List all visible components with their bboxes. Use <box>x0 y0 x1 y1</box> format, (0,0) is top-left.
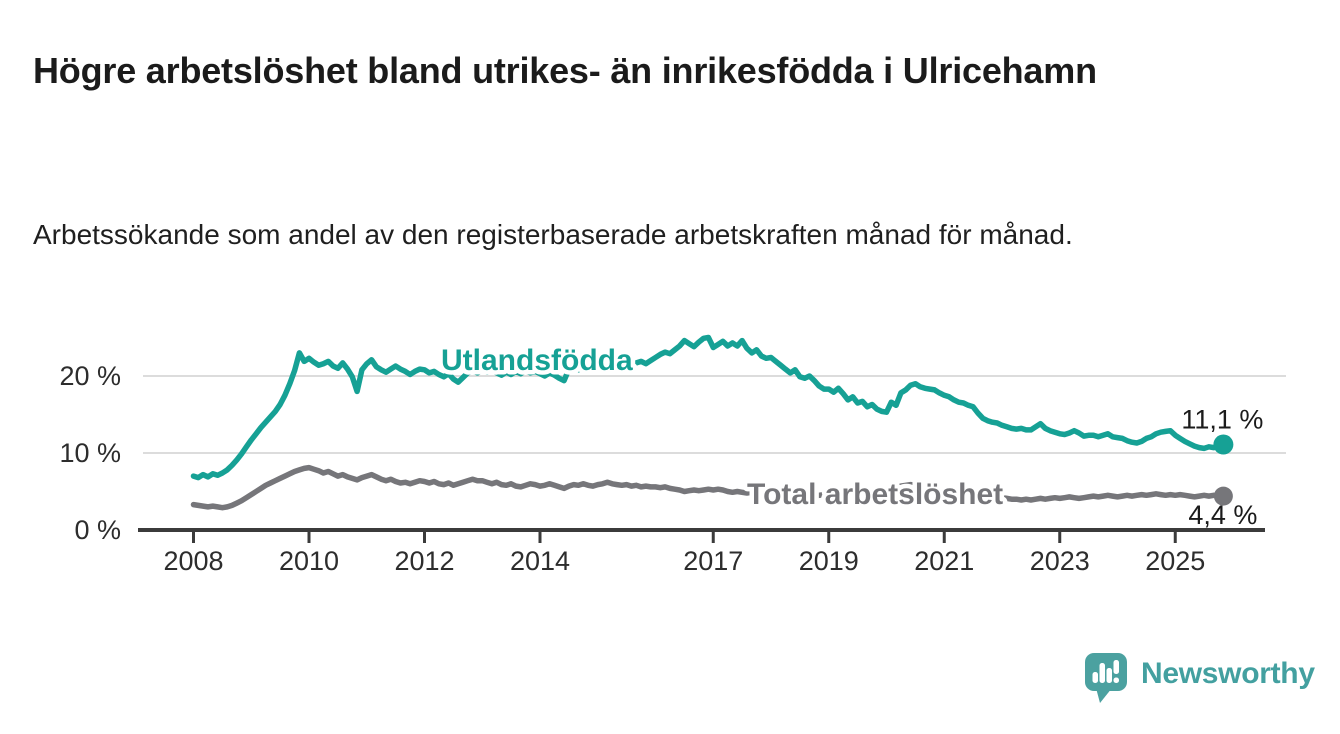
chart-subtitle: Arbetssökande som andel av den registerb… <box>33 219 1073 250</box>
unemployment-line-chart: 0 % 10 % 20 % 2008 2010 2012 2014 2017 2019 2021 2… <box>59 334 1286 576</box>
page-title: Högre arbetslöshet bland utrikes- än inr… <box>33 50 1097 92</box>
x-axis-tick-label: 2023 <box>1030 546 1090 576</box>
x-axis-tick-label: 2021 <box>914 546 974 576</box>
y-axis-tick-label: 10 % <box>59 438 121 468</box>
x-axis-tick-label: 2019 <box>799 546 859 576</box>
x-axis-tick-label: 2014 <box>510 546 570 576</box>
series-end-dot-total <box>1213 486 1233 506</box>
y-axis-tick-label: 0 % <box>74 515 121 545</box>
logo-wordmark: Newsworthy <box>1141 657 1315 690</box>
series-end-value-label: 11,1 % <box>1181 405 1263 435</box>
x-axis-tick-label: 2025 <box>1145 546 1205 576</box>
x-axis-tick-label: 2012 <box>394 546 454 576</box>
y-axis-tick-label: 20 % <box>59 361 121 391</box>
series-end-dot-utlandsfodda <box>1213 434 1234 455</box>
series-end-value-label: 4,4 % <box>1188 500 1257 530</box>
series-label-utlandsfodda: Utlandsfödda <box>441 344 633 377</box>
series-line-utlandsfodda <box>190 334 1227 481</box>
bar-chart-speech-bubble-icon <box>1085 653 1127 703</box>
series-line-total <box>190 464 1227 511</box>
series-label-total: Total arbetslöshet <box>747 478 1003 511</box>
newsworthy-logo: Newsworthy <box>1084 652 1315 704</box>
x-axis-tick-label: 2010 <box>279 546 339 576</box>
x-axis-tick-label: 2017 <box>683 546 743 576</box>
x-axis-tick-label: 2008 <box>163 546 223 576</box>
